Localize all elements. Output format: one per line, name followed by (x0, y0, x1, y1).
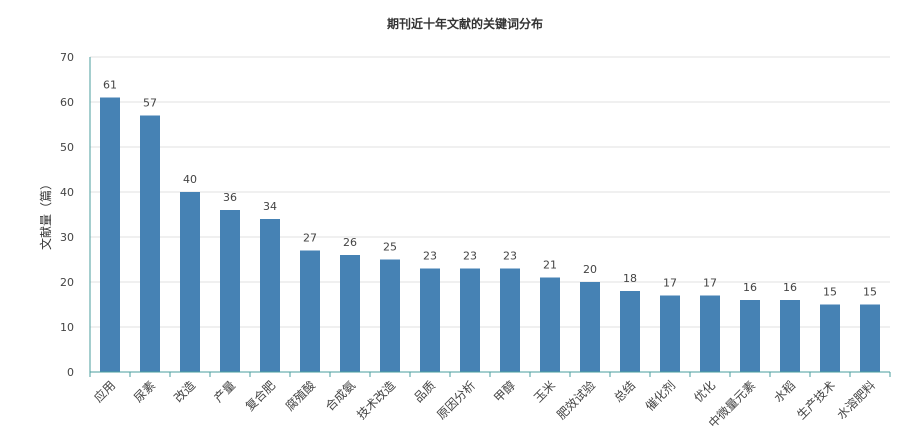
x-tick-label: 复合肥 (242, 378, 278, 414)
data-label: 16 (743, 281, 757, 294)
data-label: 40 (183, 173, 197, 186)
data-label: 17 (703, 277, 717, 290)
data-label: 23 (463, 250, 477, 263)
data-label: 18 (623, 272, 637, 285)
data-labels: 61 57 40 36 34 27 26 25 23 23 23 21 20 18 17 17 16 16 15 15 (103, 79, 877, 299)
bar (140, 115, 160, 372)
data-label: 26 (343, 236, 357, 249)
bar (460, 268, 480, 372)
data-label: 25 (383, 241, 397, 254)
x-tick-label: 水稻 (771, 378, 798, 405)
axes (89, 57, 891, 377)
chart-title: 期刊近十年文献的关键词分布 (387, 16, 543, 31)
bars (100, 97, 880, 372)
data-label: 21 (543, 259, 557, 272)
x-tick-label: 原因分析 (434, 378, 478, 422)
x-tick-label: 水溶肥料 (834, 378, 879, 423)
y-tick-label: 20 (60, 276, 74, 289)
x-tick-label: 玉米 (531, 378, 558, 405)
bar (620, 291, 640, 372)
y-tick-label: 0 (67, 366, 74, 379)
data-label: 15 (863, 286, 877, 299)
bar (300, 250, 320, 372)
bar (260, 219, 280, 372)
data-label: 15 (823, 286, 837, 299)
bar (220, 210, 240, 372)
x-tick-label: 优化 (691, 378, 718, 405)
bar (500, 268, 520, 372)
bar (740, 300, 760, 372)
x-tick-label: 肥效试验 (554, 378, 599, 423)
x-tick-label: 腐殖酸 (282, 378, 318, 414)
data-label: 23 (503, 250, 517, 263)
bar (860, 304, 880, 372)
y-tick-label: 40 (60, 186, 74, 199)
data-label: 57 (143, 97, 157, 110)
x-tick-label: 催化剂 (642, 378, 678, 414)
x-tick-label: 应用 (91, 378, 119, 406)
x-tick-label: 合成氨 (322, 378, 358, 414)
y-axis-label: 文献量（篇） (38, 178, 53, 250)
x-tick-label: 产量 (211, 378, 238, 405)
bar (180, 192, 200, 372)
bar (380, 259, 400, 372)
data-label: 36 (223, 191, 237, 204)
data-label: 23 (423, 250, 437, 263)
bar (700, 295, 720, 372)
x-tick-label: 改造 (171, 378, 198, 405)
data-label: 17 (663, 277, 677, 290)
y-tick-label: 50 (60, 141, 74, 154)
bar (420, 268, 440, 372)
bar (780, 300, 800, 372)
bar (540, 277, 560, 372)
y-tick-label: 60 (60, 96, 74, 109)
bar (580, 282, 600, 372)
x-tick-label: 甲醇 (491, 378, 519, 406)
data-label: 34 (263, 200, 277, 213)
x-tick-label: 尿素 (131, 378, 158, 405)
data-label: 16 (783, 281, 797, 294)
bar (100, 97, 120, 372)
y-tick-label: 30 (60, 231, 74, 244)
bar (820, 304, 840, 372)
x-tick-label: 总结 (611, 378, 638, 405)
data-label: 61 (103, 79, 117, 92)
x-tick-label: 生产技术 (794, 378, 838, 422)
bar (340, 255, 360, 372)
x-tick-label: 技术改造 (354, 378, 398, 422)
x-tick-label: 品质 (411, 378, 438, 405)
data-label: 20 (583, 263, 597, 276)
y-axis-ticks: 0 10 20 30 40 50 60 70 (60, 51, 74, 379)
data-label: 27 (303, 232, 317, 245)
grid-lines (90, 56, 890, 328)
y-tick-label: 70 (60, 51, 74, 64)
bar (660, 295, 680, 372)
y-tick-label: 10 (60, 321, 74, 334)
